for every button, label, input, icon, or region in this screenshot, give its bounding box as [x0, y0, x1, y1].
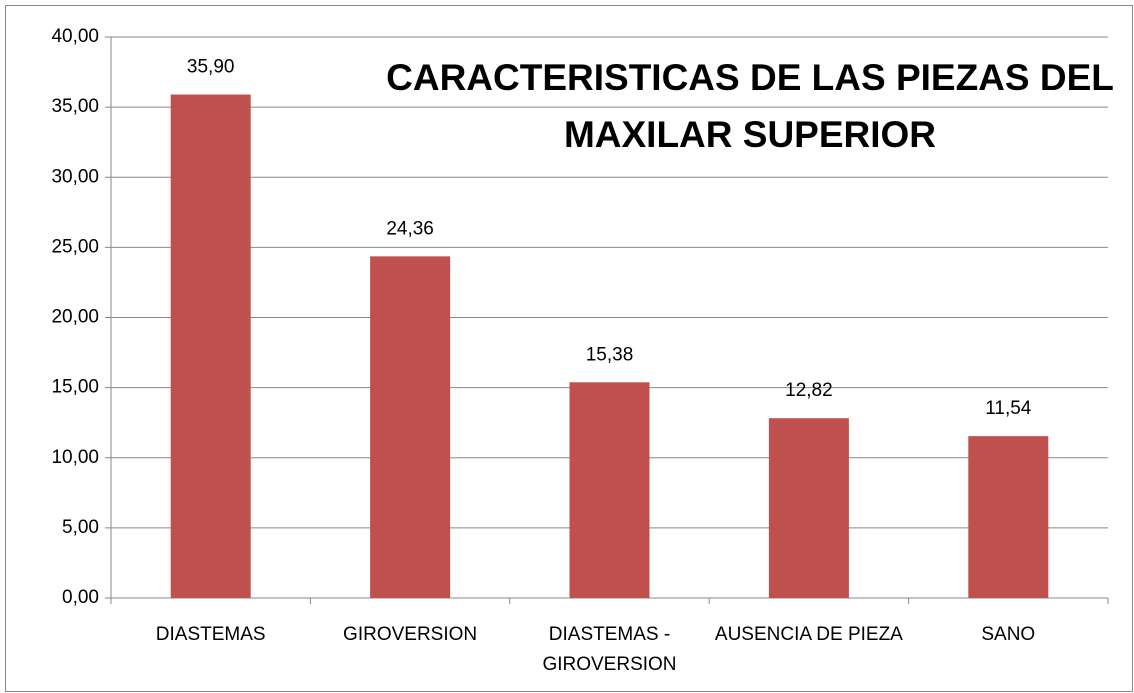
y-tick-label: 35,00 [51, 96, 99, 117]
y-tick-label: 10,00 [51, 447, 99, 468]
bar [569, 382, 650, 598]
x-tick-label: DIASTEMAS [155, 624, 266, 645]
y-tick-label: 40,00 [51, 26, 99, 47]
data-label: 15,38 [586, 344, 634, 365]
x-tick-label: DIASTEMAS - GIROVERSION [542, 624, 677, 675]
y-tick-label: 0,00 [62, 587, 99, 608]
bar [370, 256, 451, 598]
chart-title: CARACTERISTICAS DE LAS PIEZAS DEL [386, 57, 1114, 98]
data-label: 24,36 [386, 218, 434, 239]
y-tick-label: 15,00 [51, 377, 99, 398]
x-tick-label: SANO [981, 624, 1036, 645]
chart-border [5, 5, 1133, 692]
bar [768, 418, 849, 598]
data-label: 11,54 [985, 398, 1032, 419]
data-label: 12,82 [785, 380, 833, 401]
x-tick-label: GIROVERSION [343, 624, 478, 645]
x-tick-label: AUSENCIA DE PIEZA [714, 624, 903, 645]
bar [170, 94, 251, 598]
y-tick-label: 20,00 [51, 307, 99, 328]
bar [968, 436, 1049, 598]
data-label: 35,90 [187, 57, 235, 78]
chart-title: MAXILAR SUPERIOR [564, 114, 936, 155]
y-tick-label: 25,00 [51, 236, 99, 257]
y-tick-label: 30,00 [51, 166, 99, 187]
y-tick-label: 5,00 [62, 517, 99, 538]
